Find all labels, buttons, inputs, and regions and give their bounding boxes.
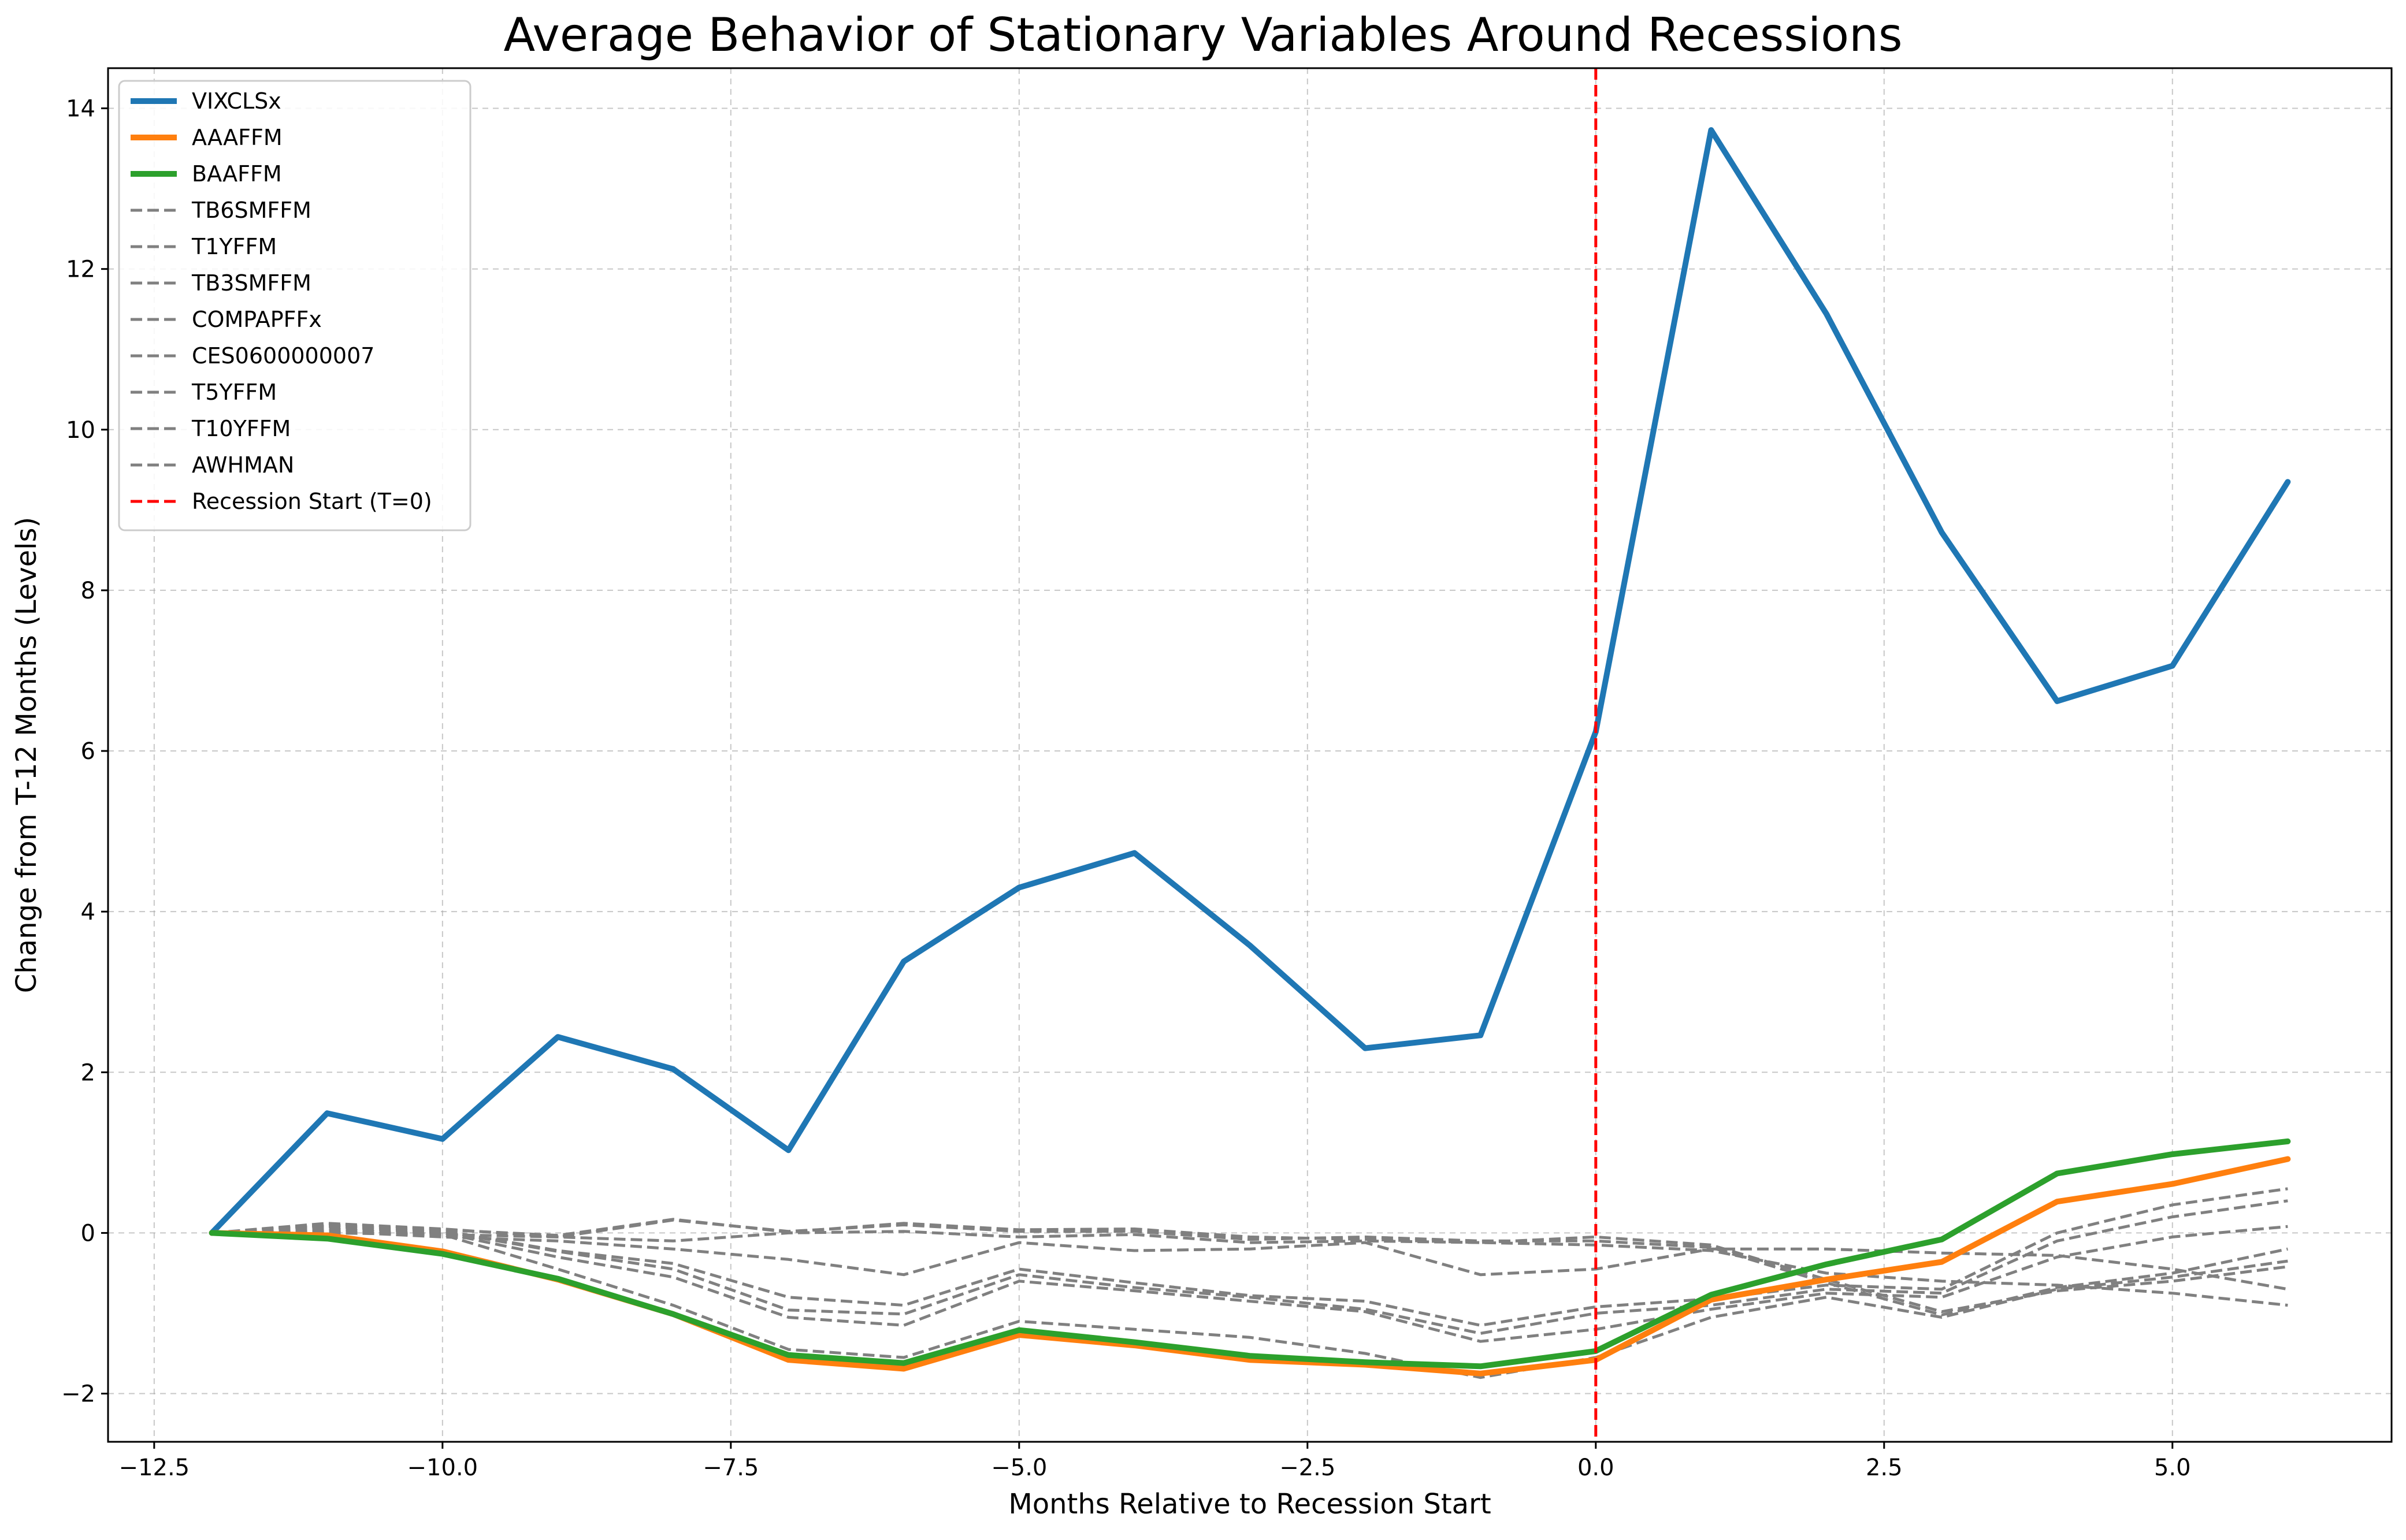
x-tick-label: −7.5 [703, 1455, 759, 1481]
x-tick-label: −2.5 [1279, 1455, 1335, 1481]
series-line-aaaffm [209, 1156, 2291, 1377]
series-line-awhman [211, 1230, 2288, 1307]
legend-label: TB6SMFFM [191, 198, 311, 223]
x-tick-label: −5.0 [991, 1455, 1047, 1481]
legend-label: AAAFFM [192, 125, 283, 150]
series-line-ces0600000007 [211, 1230, 2288, 1291]
series-line-tb6smffm [211, 1199, 2288, 1335]
y-tick-label: 10 [66, 417, 95, 444]
x-tick-label: −12.5 [119, 1455, 190, 1481]
y-tick-label: 0 [81, 1220, 95, 1247]
chart-title: Average Behavior of Stationary Variables… [503, 8, 1902, 62]
x-tick-label: 5.0 [2154, 1455, 2191, 1481]
y-tick-label: −2 [61, 1381, 95, 1408]
legend: VIXCLSx AAAFFM BAAFFM TB6SMFFM T1YFFM TB3SMFF… [118, 80, 471, 531]
series-line-t10yffm [211, 1218, 2288, 1314]
series-line-tb3smffm [211, 1225, 2288, 1343]
legend-label: TB3SMFFM [191, 270, 311, 296]
legend-label: T1YFFM [191, 234, 277, 259]
series-line-compapffx [211, 1227, 2288, 1379]
x-axis-ticks: −12.5 −10.0 −7.5 −5.0 −2.5 0.0 2.5 5.0 [119, 1442, 2191, 1481]
y-tick-label: 6 [81, 738, 95, 765]
y-tick-label: 4 [81, 899, 95, 925]
legend-label: T10YFFM [191, 416, 291, 441]
legend-label: VIXCLSx [192, 88, 281, 114]
series-line-t1yffm [211, 1187, 2288, 1327]
y-tick-label: 14 [66, 96, 95, 122]
legend-label: COMPAPFFx [192, 307, 322, 332]
x-tick-label: 0.0 [1577, 1455, 1614, 1481]
legend-label: AWHMAN [192, 452, 294, 478]
series-line-vixclsx [209, 127, 2291, 1236]
y-tick-label: 8 [81, 578, 95, 604]
legend-label: BAAFFM [192, 161, 282, 187]
legend-label: Recession Start (T=0) [192, 489, 432, 514]
series-line-t5yffm [211, 1218, 2288, 1316]
plot-frame [107, 67, 2393, 1443]
legend-label: CES0600000007 [192, 343, 374, 369]
y-axis-ticks: −2 0 2 4 6 8 10 12 14 [61, 96, 108, 1408]
legend-label: T5YFFM [191, 380, 277, 405]
y-tick-label: 12 [66, 256, 95, 283]
x-axis-label: Months Relative to Recession Start [1008, 1488, 1491, 1520]
y-tick-label: 2 [81, 1059, 95, 1086]
series-line-baaffm [209, 1138, 2291, 1370]
legend-box [118, 80, 471, 531]
series-layer [209, 68, 2291, 1442]
x-tick-label: −10.0 [407, 1455, 478, 1481]
x-tick-label: 2.5 [1866, 1455, 1903, 1481]
y-axis-label: Change from T-12 Months (Levels) [10, 517, 43, 993]
